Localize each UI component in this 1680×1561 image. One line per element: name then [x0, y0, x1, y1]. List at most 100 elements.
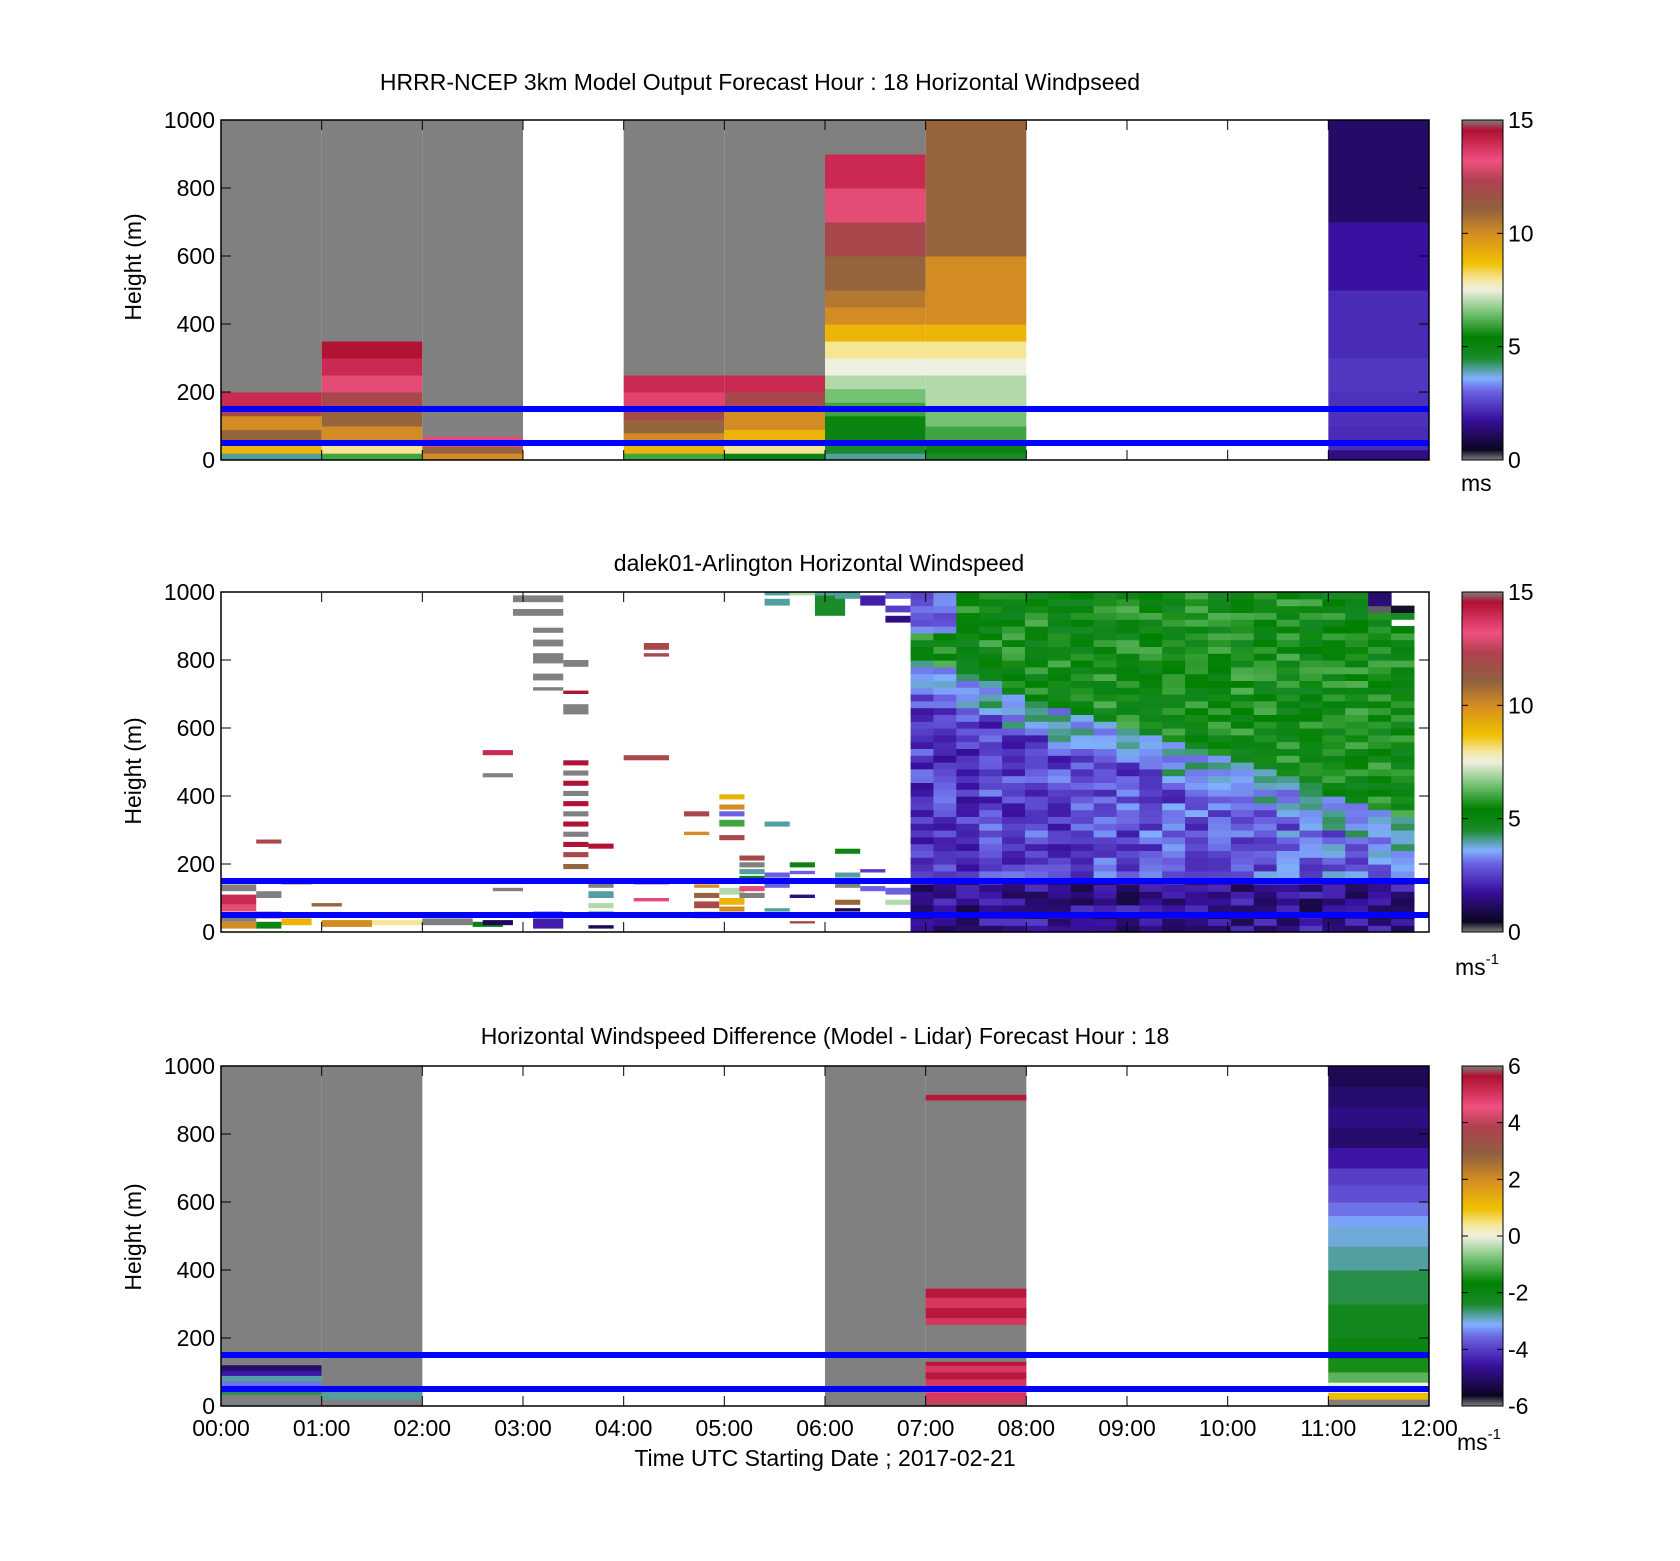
heatmap-cell — [1276, 864, 1301, 872]
heatmap-cell — [814, 595, 846, 616]
heatmap-cell — [1002, 796, 1026, 804]
heatmap-cell — [1368, 809, 1392, 817]
heatmap-cell — [1093, 884, 1118, 892]
heatmap-cell — [1207, 843, 1232, 851]
heatmap-cell — [1047, 741, 1072, 749]
heatmap-cell — [1024, 592, 1049, 600]
heatmap-cell — [979, 823, 1003, 831]
heatmap-cell — [1162, 605, 1186, 613]
heatmap-cell — [1185, 836, 1209, 845]
heatmap-cell — [925, 392, 1027, 410]
heatmap-cell — [1253, 857, 1278, 865]
heatmap-cell — [1368, 694, 1392, 702]
panel-1-colorbar-tick: 5 — [1508, 334, 1521, 360]
heatmap-cell — [956, 694, 980, 702]
heatmap-cell — [1299, 843, 1323, 851]
heatmap-cell — [764, 592, 790, 596]
heatmap-cell — [925, 358, 1027, 376]
panel-3-colorbar-unit: ms-1 — [1457, 1426, 1501, 1455]
heatmap-cell — [1093, 857, 1118, 865]
heatmap-cell — [1162, 864, 1186, 872]
heatmap-cell — [1345, 864, 1369, 872]
heatmap-cell — [1299, 666, 1323, 675]
heatmap-cell — [956, 884, 980, 892]
heatmap-cell — [979, 605, 1003, 613]
x-tick-label: 07:00 — [897, 1415, 955, 1441]
heatmap-cell — [1299, 830, 1323, 838]
heatmap-cell — [1116, 789, 1140, 797]
heatmap-cell — [1230, 592, 1255, 600]
heatmap-cell — [1185, 762, 1209, 770]
heatmap-cell — [1230, 850, 1255, 858]
heatmap-cell — [1093, 592, 1118, 600]
heatmap-cell — [1116, 836, 1140, 845]
heatmap-cell — [1368, 639, 1392, 647]
heatmap-cell — [1139, 796, 1163, 804]
heatmap-cell — [925, 324, 1027, 342]
heatmap-cell — [1002, 904, 1026, 913]
heatmap-cell — [1116, 891, 1140, 899]
heatmap-cell — [1116, 741, 1140, 749]
heatmap-cell — [1116, 809, 1140, 817]
heatmap-cell — [885, 899, 911, 905]
heatmap-cell — [1070, 884, 1095, 892]
heatmap-cell — [1345, 768, 1369, 777]
heatmap-cell — [1368, 612, 1392, 620]
heatmap-cell — [1070, 823, 1095, 831]
heatmap-cell — [1276, 898, 1301, 906]
heatmap-cell — [1185, 728, 1209, 736]
heatmap-cell — [1070, 592, 1095, 600]
heatmap-cell — [1230, 741, 1255, 749]
heatmap-cell — [1093, 755, 1118, 763]
heatmap-cell — [1230, 782, 1255, 790]
heatmap-cell — [1185, 884, 1209, 892]
heatmap-cell — [1070, 632, 1095, 641]
heatmap-cell — [1116, 884, 1140, 892]
heatmap-cell — [1047, 605, 1072, 613]
heatmap-cell — [925, 1372, 1027, 1380]
panel-2-title: dalek01-Arlington Horizontal Windspeed — [614, 550, 1024, 576]
heatmap-cell — [1391, 823, 1415, 831]
heatmap-cell — [1345, 714, 1369, 722]
heatmap-cell — [1368, 850, 1392, 858]
heatmap-cell — [563, 704, 589, 715]
heatmap-cell — [1391, 721, 1415, 729]
heatmap-cell — [1093, 870, 1118, 879]
heatmap-cell — [1047, 714, 1072, 722]
heatmap-cell — [623, 444, 725, 454]
heatmap-cell — [979, 762, 1003, 770]
heatmap-cell — [1299, 639, 1323, 647]
heatmap-cell — [925, 256, 1027, 308]
heatmap-cell — [563, 790, 589, 796]
heatmap-cell — [1299, 748, 1323, 756]
heatmap-cell — [933, 857, 957, 865]
heatmap-cell — [1116, 687, 1140, 695]
heatmap-cell — [956, 714, 980, 722]
panel-3-xlabel: Time UTC Starting Date ; 2017-02-21 — [634, 1445, 1015, 1471]
heatmap-cell — [1139, 789, 1163, 797]
heatmap-cell — [1162, 850, 1186, 858]
heatmap-cell — [1047, 700, 1072, 709]
heatmap-cell — [1299, 755, 1323, 763]
panel-2-ref-lines — [221, 878, 1429, 918]
heatmap-cell — [588, 882, 614, 888]
heatmap-cell — [835, 592, 861, 599]
heatmap-cell — [1047, 721, 1072, 729]
heatmap-cell — [1185, 707, 1209, 715]
heatmap-cell — [1139, 728, 1163, 736]
heatmap-cell — [933, 694, 957, 702]
heatmap-cell — [1391, 660, 1415, 668]
heatmap-cell — [925, 1392, 1027, 1400]
panel-3-title: Horizontal Windspeed Difference (Model -… — [481, 1023, 1170, 1049]
heatmap-cell — [1185, 789, 1209, 797]
heatmap-cell — [1299, 870, 1323, 879]
heatmap-cell — [1185, 768, 1209, 777]
heatmap-cell — [1276, 694, 1301, 702]
heatmap-cell — [1299, 809, 1323, 817]
heatmap-cell — [1024, 843, 1049, 851]
heatmap-cell — [825, 358, 926, 376]
heatmap-cell — [825, 256, 926, 291]
heatmap-cell — [422, 918, 473, 926]
heatmap-cell — [221, 904, 257, 912]
panel-2-colorbar-bar — [1461, 591, 1504, 933]
